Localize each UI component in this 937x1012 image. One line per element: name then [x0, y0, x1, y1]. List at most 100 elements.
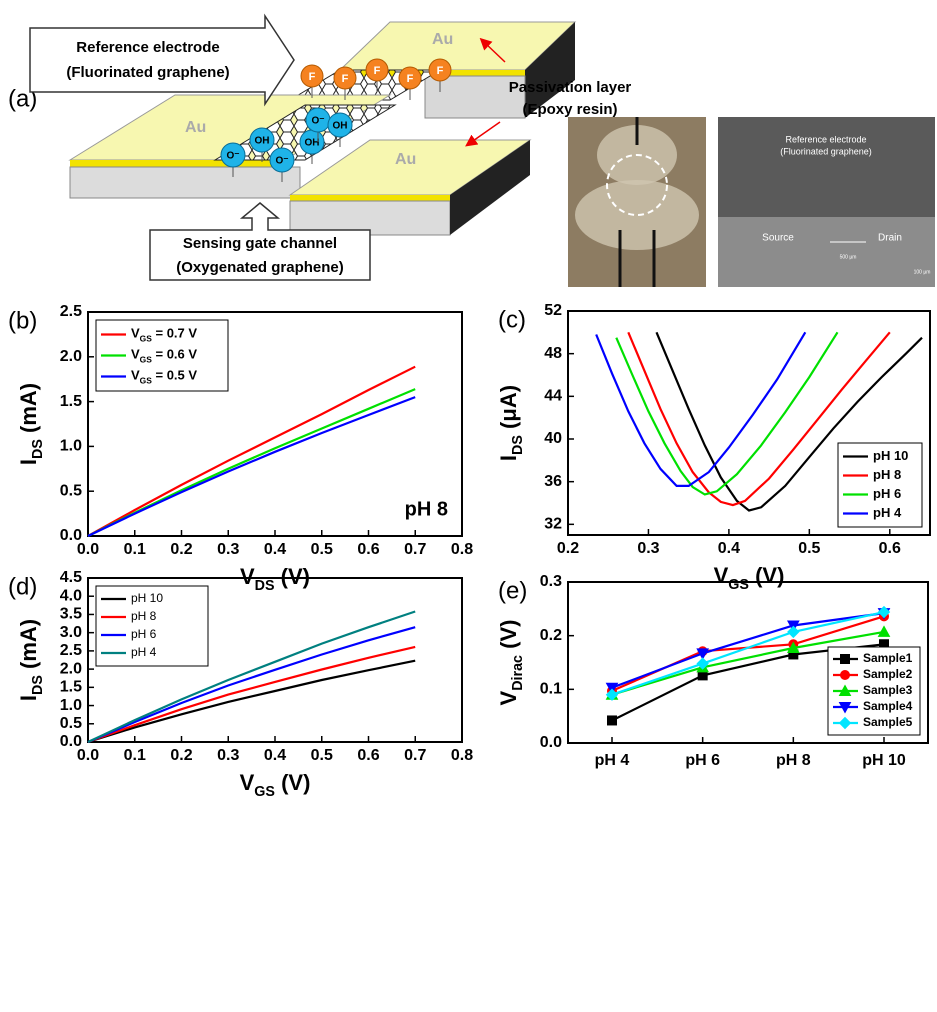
y-tick-label: 40 — [544, 430, 562, 447]
panel-label: (e) — [498, 577, 527, 604]
y-tick-label: 1.0 — [60, 438, 82, 455]
series-line — [88, 397, 415, 536]
marker — [608, 716, 617, 725]
x-tick-label: 0.6 — [879, 540, 901, 557]
legend-label: Sample4 — [863, 699, 913, 713]
legend-label-part: GS — [140, 376, 153, 386]
fluorine-label: F — [437, 65, 444, 77]
y-axis-label-part: DS — [30, 675, 46, 695]
x-tick-label: 0.7 — [404, 541, 426, 558]
x-tick-label: pH 10 — [862, 752, 906, 769]
device-diagram: (a) Au Au Au Reference electrode (Fluori… — [8, 16, 935, 287]
marker — [879, 626, 890, 636]
y-axis-label: IDS (mA) — [16, 619, 46, 701]
x-axis-label-part: (V) — [275, 770, 310, 795]
au-label: Au — [395, 151, 416, 168]
x-tick-label: 0.6 — [357, 541, 379, 558]
x-tick-label: pH 8 — [776, 752, 811, 769]
sem-drain: Drain — [878, 233, 902, 244]
x-axis-label-part: (V) — [275, 564, 310, 589]
passivation-subtitle: (Epoxy resin) — [522, 101, 617, 118]
sem-scale: 100 µm — [914, 269, 931, 275]
au-edge — [70, 160, 285, 167]
legend-label: pH 10 — [131, 591, 163, 605]
epoxy — [575, 180, 699, 250]
figure: (a) Au Au Au Reference electrode (Fluori… — [0, 0, 937, 1012]
device-front — [70, 167, 300, 198]
series-line — [88, 661, 415, 742]
y-tick-label: 4.5 — [60, 569, 82, 586]
x-tick-label: 0.0 — [77, 541, 99, 558]
x-tick-label: pH 4 — [595, 752, 630, 769]
sensing-title: Sensing gate channel — [183, 235, 337, 252]
y-tick-label: 2.5 — [60, 303, 82, 320]
x-tick-label: 0.5 — [311, 541, 333, 558]
x-tick-label: 0.1 — [124, 541, 146, 558]
au-label: Au — [432, 31, 453, 48]
x-axis-label: VGS (V) — [714, 563, 785, 593]
passivation-title: Passivation layer — [509, 79, 632, 96]
marker — [788, 626, 799, 637]
legend-label: pH 8 — [131, 609, 157, 623]
x-tick-label: 0.4 — [264, 747, 286, 764]
fluorine-label: F — [374, 65, 381, 77]
y-tick-label: 2.5 — [60, 642, 82, 659]
legend-label: pH 8 — [873, 467, 901, 482]
panel-label: (c) — [498, 306, 526, 333]
y-axis-label: IDS (mA) — [16, 383, 46, 465]
x-axis-label-part: V — [240, 564, 255, 589]
y-tick-label: 36 — [544, 473, 562, 490]
legend-label: pH 6 — [873, 486, 901, 501]
panel-label: (b) — [8, 307, 37, 334]
ion-label: OH — [255, 136, 270, 147]
y-axis-label: VDirac (V) — [496, 620, 526, 706]
series-line — [596, 332, 805, 486]
y-tick-label: 4.0 — [60, 587, 82, 604]
sem-source: Source — [762, 233, 794, 244]
legend-label: Sample1 — [863, 651, 913, 665]
y-tick-label: 52 — [544, 302, 562, 319]
legend-label-part: GS — [140, 355, 153, 365]
y-tick-label: 1.5 — [60, 679, 82, 696]
ion-label: O⁻ — [226, 151, 239, 162]
y-axis-label-part: V — [496, 690, 521, 705]
sensing-subtitle: (Oxygenated graphene) — [176, 259, 344, 276]
x-axis-label-part: GS — [254, 784, 275, 800]
x-axis-label-part: GS — [728, 577, 749, 593]
x-tick-label: 0.3 — [217, 541, 239, 558]
legend-label: Sample2 — [863, 667, 913, 681]
y-tick-label: 3.5 — [60, 606, 82, 623]
y-axis-label-part: (mA) — [16, 383, 41, 439]
fluorine-label: F — [342, 73, 349, 85]
legend-label-part: V — [131, 347, 140, 362]
y-tick-label: 0.2 — [540, 627, 562, 644]
y-axis-label-part: (mA) — [16, 619, 41, 675]
x-tick-label: 0.1 — [124, 747, 146, 764]
legend-label: pH 4 — [873, 505, 902, 520]
x-axis-label-part: (V) — [749, 563, 784, 588]
reference-subtitle: (Fluorinated graphene) — [66, 64, 229, 81]
reference-box — [30, 16, 294, 104]
au-edge — [290, 195, 450, 201]
legend-label: pH 10 — [873, 448, 908, 463]
y-axis-label: IDS (μA) — [496, 385, 526, 461]
y-tick-label: 0.5 — [60, 715, 82, 732]
y-tick-label: 2.0 — [60, 660, 82, 677]
x-tick-label: 0.5 — [798, 540, 820, 557]
x-axis-label-part: DS — [255, 578, 275, 594]
y-axis-label-part: DS — [30, 439, 46, 459]
y-tick-label: 0.1 — [540, 681, 562, 698]
sem-subtitle: (Fluorinated graphene) — [780, 146, 872, 156]
annotation: pH 8 — [405, 498, 448, 520]
x-tick-label: 0.2 — [557, 540, 579, 557]
legend-label: pH 6 — [131, 627, 157, 641]
x-tick-label: 0.4 — [718, 540, 740, 557]
y-axis-label-part: (V) — [496, 620, 521, 655]
marker — [841, 655, 850, 664]
series-line — [616, 332, 837, 494]
x-tick-label: 0.8 — [451, 747, 473, 764]
sem-title: Reference electrode — [785, 134, 866, 144]
y-axis-label-part: DS — [510, 435, 526, 455]
